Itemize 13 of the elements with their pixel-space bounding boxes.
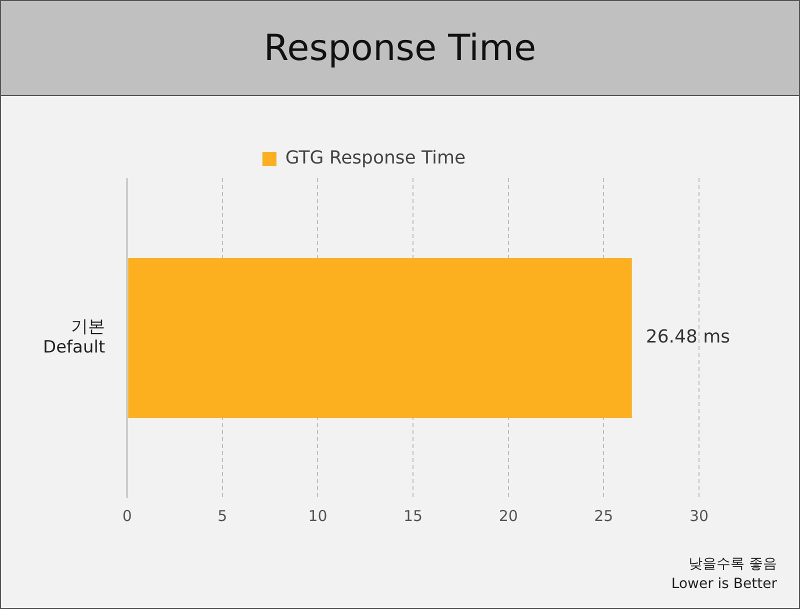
text: 26.48 ms	[646, 326, 730, 348]
chart-title: Response Time	[264, 28, 536, 68]
x-tick-label: 25	[594, 506, 614, 525]
x-tick-label: 30	[689, 506, 709, 525]
text: 낮을수록 좋음	[688, 555, 777, 574]
text: Lower is Better	[671, 575, 777, 594]
x-tick-label: 10	[308, 506, 328, 525]
x-tick-label: 20	[498, 506, 518, 525]
legend-label: GTG Response Time	[285, 148, 466, 169]
x-tick-label: 15	[404, 506, 423, 525]
x-tick-label: 5	[218, 506, 228, 525]
x-tick-label: 0	[122, 506, 132, 525]
y-tick-label: 기본 Default	[42, 317, 106, 358]
